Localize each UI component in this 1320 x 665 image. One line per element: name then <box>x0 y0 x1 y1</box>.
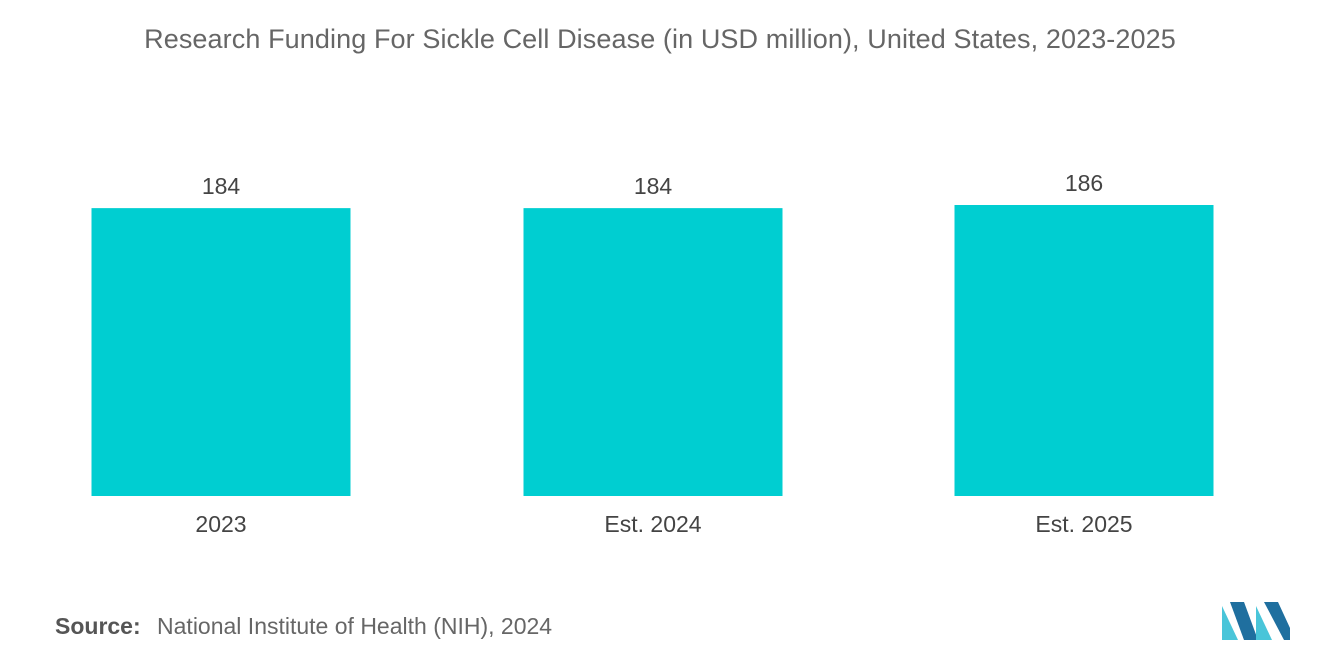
mordor-intelligence-logo-icon <box>1222 602 1290 640</box>
category-label-2: Est. 2025 <box>1035 511 1132 537</box>
data-label-2: 186 <box>1065 170 1103 196</box>
logo-shape-left <box>1222 606 1238 640</box>
labels-layer: 184 2023 184 Est. 2024 186 Est. 2025 <box>195 170 1132 537</box>
category-label-1: Est. 2024 <box>604 511 701 537</box>
bar-1 <box>523 208 783 496</box>
data-label-0: 184 <box>202 173 241 199</box>
source-label: Source: <box>55 613 141 639</box>
data-label-1: 184 <box>634 173 673 199</box>
logo-shape-right-light <box>1256 606 1272 640</box>
bar-2 <box>954 205 1214 496</box>
category-label-0: 2023 <box>195 511 246 537</box>
logo-shape-mid <box>1230 602 1258 640</box>
bar-0 <box>91 208 351 496</box>
logo-shape-right-dark <box>1264 602 1290 640</box>
chart-title: Research Funding For Sickle Cell Disease… <box>144 24 1176 54</box>
bars-layer <box>91 205 1214 496</box>
bar-chart: 184 2023 184 Est. 2024 186 Est. 2025 <box>91 170 1214 537</box>
source-text: National Institute of Health (NIH), 2024 <box>157 613 553 639</box>
source-footer: Source: National Institute of Health (NI… <box>55 613 552 640</box>
